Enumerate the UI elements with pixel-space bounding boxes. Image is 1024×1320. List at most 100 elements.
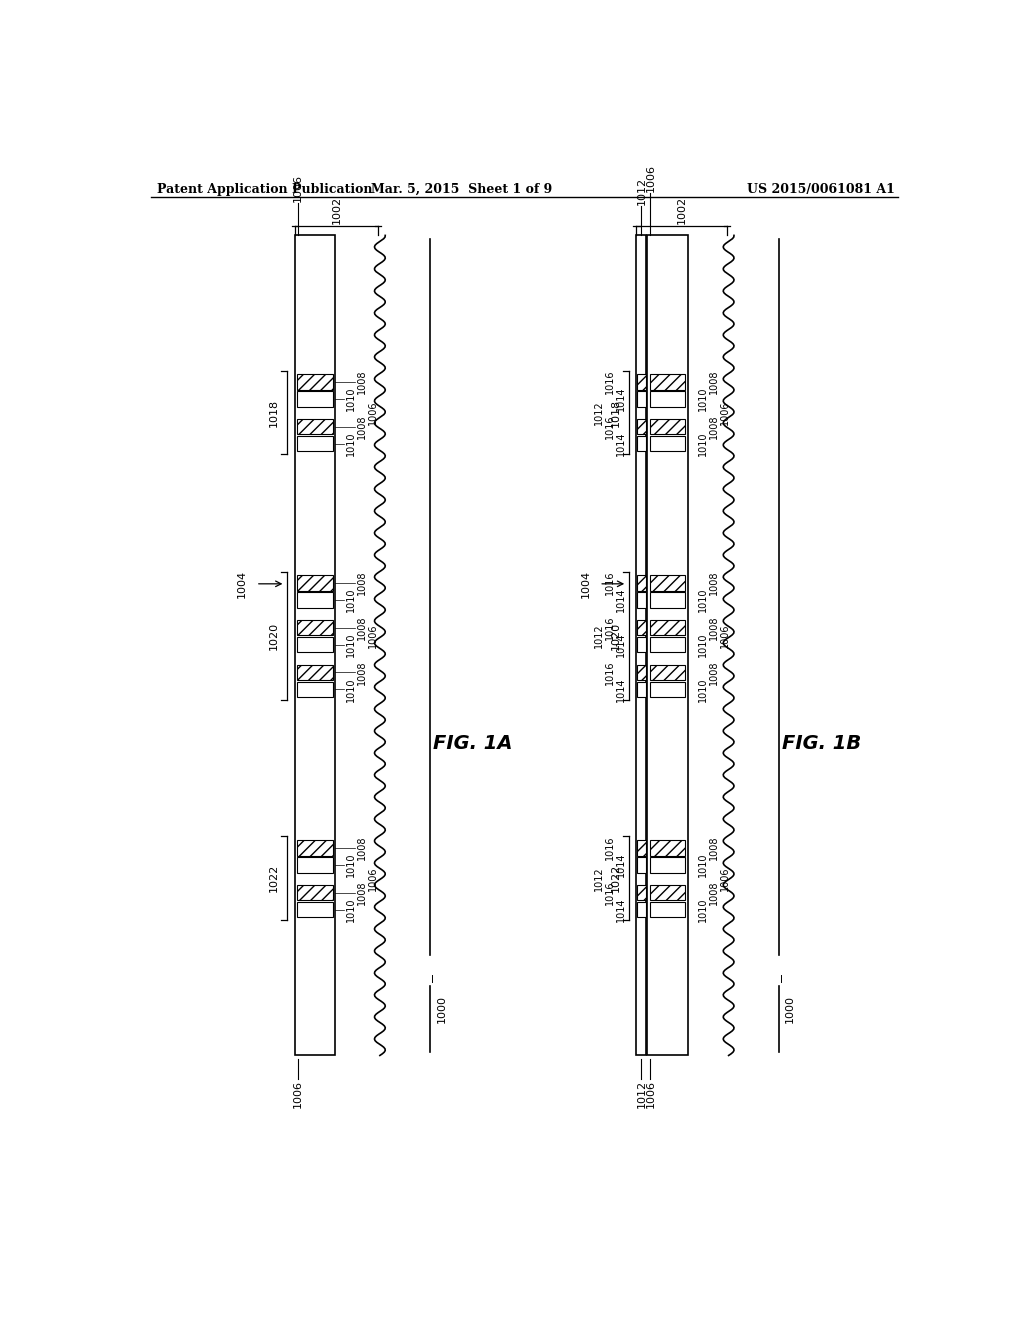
Text: 1014: 1014 xyxy=(615,432,626,455)
Text: 1010: 1010 xyxy=(346,898,355,921)
Bar xyxy=(636,235,646,1056)
Text: 1002: 1002 xyxy=(677,195,687,224)
Bar xyxy=(649,436,685,451)
Text: 1012: 1012 xyxy=(594,623,604,648)
Text: 1006: 1006 xyxy=(293,1080,303,1107)
Bar xyxy=(637,681,646,697)
Bar xyxy=(297,436,333,451)
Text: 1006: 1006 xyxy=(368,400,378,425)
Bar xyxy=(637,620,646,635)
Bar xyxy=(649,375,685,389)
Bar xyxy=(637,418,646,434)
Text: FIG. 1B: FIG. 1B xyxy=(782,734,861,754)
Text: 1000: 1000 xyxy=(785,995,796,1023)
Text: 1006: 1006 xyxy=(720,400,730,425)
Text: 1014: 1014 xyxy=(615,632,626,657)
Text: 1010: 1010 xyxy=(346,432,355,455)
Text: FIG. 1A: FIG. 1A xyxy=(433,734,513,754)
Text: 1008: 1008 xyxy=(710,414,719,440)
Text: 1008: 1008 xyxy=(356,660,367,685)
Bar xyxy=(297,418,333,434)
Text: 1010: 1010 xyxy=(346,387,355,412)
Bar xyxy=(649,681,685,697)
Text: 1006: 1006 xyxy=(645,1080,655,1107)
Text: 1018: 1018 xyxy=(269,399,280,426)
Bar xyxy=(637,841,646,855)
Bar xyxy=(297,638,333,652)
Text: 1010: 1010 xyxy=(698,387,709,412)
Text: 1014: 1014 xyxy=(615,898,626,921)
Bar xyxy=(295,235,335,1056)
Text: 1008: 1008 xyxy=(710,836,719,861)
Text: 1016: 1016 xyxy=(605,660,614,685)
Text: 1016: 1016 xyxy=(605,370,614,395)
Text: 1006: 1006 xyxy=(368,866,378,891)
Bar xyxy=(637,857,646,873)
Text: 1008: 1008 xyxy=(710,570,719,595)
Text: 1010: 1010 xyxy=(698,677,709,701)
Text: 1008: 1008 xyxy=(710,880,719,904)
Text: 1008: 1008 xyxy=(356,414,367,440)
Text: 1006: 1006 xyxy=(720,866,730,891)
Text: 1012: 1012 xyxy=(637,1080,646,1109)
Text: Patent Application Publication: Patent Application Publication xyxy=(158,183,373,197)
Bar xyxy=(649,884,685,900)
Bar xyxy=(637,593,646,607)
Text: 1006: 1006 xyxy=(645,164,655,191)
Text: 1012: 1012 xyxy=(594,866,604,891)
Bar xyxy=(297,665,333,680)
Text: 1014: 1014 xyxy=(615,677,626,701)
Bar xyxy=(637,884,646,900)
Bar xyxy=(649,665,685,680)
Bar xyxy=(649,857,685,873)
Text: 1016: 1016 xyxy=(605,880,614,904)
Text: 1006: 1006 xyxy=(720,623,730,648)
Text: 1008: 1008 xyxy=(710,370,719,395)
Text: 1010: 1010 xyxy=(698,853,709,876)
Bar xyxy=(297,576,333,591)
Text: 1014: 1014 xyxy=(615,587,626,612)
Text: 1010: 1010 xyxy=(698,632,709,657)
Text: 1008: 1008 xyxy=(356,880,367,904)
Text: 1016: 1016 xyxy=(605,414,614,440)
Text: 1012: 1012 xyxy=(594,400,604,425)
Bar xyxy=(649,418,685,434)
Bar xyxy=(297,391,333,407)
Text: 1008: 1008 xyxy=(356,570,367,595)
Bar xyxy=(637,638,646,652)
Text: 1010: 1010 xyxy=(346,853,355,876)
Text: 1020: 1020 xyxy=(269,622,280,649)
Bar xyxy=(649,593,685,607)
Text: 1008: 1008 xyxy=(356,370,367,395)
Text: 1018: 1018 xyxy=(611,399,621,426)
Bar xyxy=(637,375,646,389)
Text: 1020: 1020 xyxy=(611,622,621,649)
Bar xyxy=(297,902,333,917)
Bar xyxy=(649,841,685,855)
Bar xyxy=(297,841,333,855)
Bar xyxy=(297,884,333,900)
Bar xyxy=(647,235,687,1056)
Text: 1008: 1008 xyxy=(710,615,719,640)
Bar xyxy=(297,375,333,389)
Bar xyxy=(649,620,685,635)
Text: 1014: 1014 xyxy=(615,853,626,876)
Text: US 2015/0061081 A1: US 2015/0061081 A1 xyxy=(748,183,895,197)
Text: 1008: 1008 xyxy=(356,615,367,640)
Text: 1004: 1004 xyxy=(237,570,247,598)
Bar xyxy=(637,391,646,407)
Bar xyxy=(297,857,333,873)
Text: 1010: 1010 xyxy=(698,432,709,455)
Text: 1008: 1008 xyxy=(356,836,367,861)
Text: 1022: 1022 xyxy=(611,865,621,892)
Text: 1016: 1016 xyxy=(605,570,614,595)
Text: 1022: 1022 xyxy=(269,865,280,892)
Text: 1010: 1010 xyxy=(346,677,355,701)
Bar xyxy=(649,638,685,652)
Bar xyxy=(637,665,646,680)
Bar xyxy=(297,593,333,607)
Text: 1004: 1004 xyxy=(581,570,591,598)
Text: Mar. 5, 2015  Sheet 1 of 9: Mar. 5, 2015 Sheet 1 of 9 xyxy=(371,183,552,197)
Text: 1010: 1010 xyxy=(346,632,355,657)
Bar xyxy=(637,902,646,917)
